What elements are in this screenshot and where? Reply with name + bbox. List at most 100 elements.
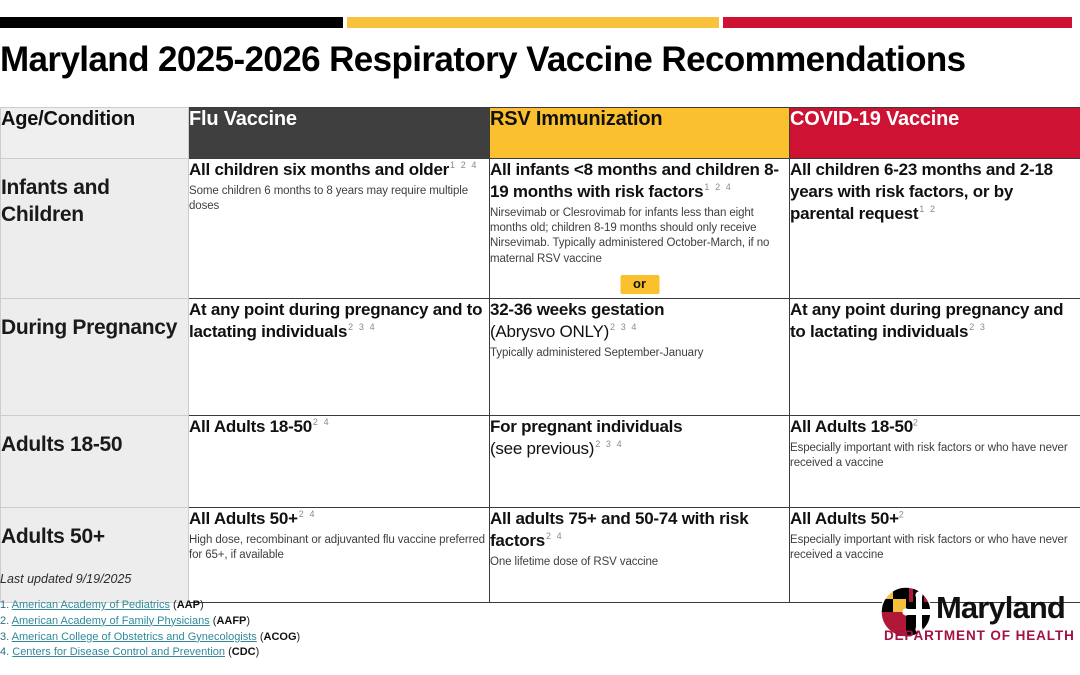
- cell-headline: All adults 75+ and 50-74 with risk facto…: [490, 508, 789, 552]
- table-head: Age/Condition Flu Vaccine RSV Immunizati…: [0, 107, 1080, 159]
- cell-headline: All Adults 50+2 4: [189, 508, 489, 530]
- logo-wordmark: Maryland: [936, 590, 1066, 625]
- cell-headline: All children 6-23 months and 2-18 years …: [790, 159, 1080, 224]
- last-updated-text: Last updated 9/19/2025: [0, 572, 132, 586]
- column-header-age-condition: Age/Condition: [0, 107, 189, 159]
- cell-headline-text: At any point during pregnancy and to lac…: [790, 300, 1064, 341]
- row-label-during-pregnancy: During Pregnancy: [0, 298, 189, 416]
- cell-headline-text: (Abrysvo ONLY): [490, 321, 609, 341]
- footnote-refs: 1 2 4: [704, 182, 733, 193]
- citation-number: 1.: [0, 599, 10, 611]
- column-header-covid-19-vaccine: COVID-19 Vaccine: [789, 107, 1080, 159]
- citation-item: 2. American Academy of Family Physicians…: [0, 614, 251, 627]
- cell-flu-adults-18-50: All Adults 18-502 4: [188, 415, 490, 508]
- citation-item: 1. American Academy of Pediatrics (AAP): [0, 599, 204, 611]
- cell-covid-infants: All children 6-23 months and 2-18 years …: [789, 158, 1080, 299]
- footnote-refs: 2: [898, 509, 904, 520]
- rule-segment-gold: [347, 17, 719, 28]
- cell-flu-infants: All children six months and older1 2 4 S…: [188, 158, 490, 299]
- footnote-refs: 1 2 4: [450, 160, 479, 171]
- citation-link-acog[interactable]: American College of Obstetrics and Gynec…: [11, 630, 257, 643]
- rule-segment-red: [723, 17, 1072, 28]
- citation-link-aafp[interactable]: American Academy of Family Physicians: [11, 614, 210, 627]
- cell-covid-pregnancy: At any point during pregnancy and to lac…: [789, 298, 1080, 416]
- footnote-refs: 1 2: [919, 203, 937, 214]
- citation-abbr: ACOG: [263, 630, 297, 643]
- footnote-refs: 2 3 4: [348, 322, 377, 333]
- cell-headline-second-line: (Abrysvo ONLY)2 3 4: [490, 321, 789, 343]
- cell-headline-second-line: (see previous)2 3 4: [490, 438, 789, 460]
- cell-rsv-adults-18-50: For pregnant individuals (see previous)2…: [489, 415, 790, 508]
- footnote-refs: 2 3 4: [610, 322, 639, 333]
- cell-covid-adults-18-50: All Adults 18-502 Especially important w…: [789, 415, 1080, 508]
- cell-rsv-adults-50-plus: All adults 75+ and 50-74 with risk facto…: [489, 507, 790, 603]
- footnote-refs: 2 4: [298, 509, 317, 520]
- cell-headline: All Adults 50+2: [790, 508, 1080, 530]
- citation-abbr: AAP: [176, 599, 200, 611]
- cell-subtext: One lifetime dose of RSV vaccine: [490, 555, 659, 568]
- table-row: Adults 18-50 All Adults 18-502 4 For pre…: [0, 415, 1080, 508]
- logo-department-line: DEPARTMENT OF HEALTH: [884, 628, 1075, 643]
- cell-subtext: Nirsevimab or Clesrovimab for infants le…: [490, 206, 770, 265]
- cell-headline: All infants <8 months and children 8-19 …: [490, 159, 789, 203]
- vaccine-recommendations-table: Age/Condition Flu Vaccine RSV Immunizati…: [0, 107, 1080, 603]
- citation-number: 2.: [0, 614, 10, 627]
- footnote-refs: 2 4: [312, 417, 331, 428]
- citation-abbr: AAFP: [216, 614, 247, 627]
- rule-segment-black: [0, 17, 343, 28]
- tricolor-rule: [0, 17, 1072, 28]
- cell-headline-text: All Adults 50+: [790, 509, 899, 528]
- cell-headline-text: All Adults 18-50: [790, 417, 913, 436]
- page-title: Maryland 2025-2026 Respiratory Vaccine R…: [0, 40, 966, 79]
- column-header-rsv-immunization: RSV Immunization: [489, 107, 790, 159]
- cell-subtext: Some children 6 months to 8 years may re…: [189, 184, 469, 213]
- citation-link-aap[interactable]: American Academy of Pediatrics: [11, 599, 170, 611]
- citation-number: 3.: [0, 630, 10, 643]
- column-header-flu-vaccine: Flu Vaccine: [188, 107, 490, 159]
- citation-number: 4.: [0, 646, 10, 659]
- table-header-row: Age/Condition Flu Vaccine RSV Immunizati…: [0, 107, 1080, 159]
- citation-list: 1. American Academy of Pediatrics (AAP) …: [0, 598, 300, 661]
- cell-headline: For pregnant individuals: [490, 417, 683, 436]
- citation-abbr: CDC: [231, 646, 256, 659]
- footnote-refs: 2 4: [545, 531, 564, 542]
- citation-item: 3. American College of Obstetrics and Gy…: [0, 630, 301, 643]
- cell-headline: All Adults 18-502 4: [189, 416, 489, 438]
- cell-headline-text: All children 6-23 months and 2-18 years …: [790, 160, 1053, 223]
- cell-headline: At any point during pregnancy and to lac…: [790, 299, 1080, 343]
- cell-headline-text: (see previous): [490, 438, 595, 458]
- footnote-refs: 2 3 4: [595, 439, 624, 450]
- cell-rsv-pregnancy: or 32-36 weeks gestation (Abrysvo ONLY)2…: [489, 275, 790, 416]
- cell-headline-text: All children six months and older: [189, 160, 450, 179]
- table-row: Adults 50+ All Adults 50+2 4 High dose, …: [0, 507, 1080, 603]
- cell-subtext: Especially important with risk factors o…: [790, 533, 1068, 562]
- cell-headline: All Adults 18-502: [790, 416, 1080, 438]
- cell-flu-adults-50-plus: All Adults 50+2 4 High dose, recombinant…: [188, 507, 490, 603]
- cell-headline-text: All Adults 50+: [189, 509, 298, 528]
- table-row: Infants and Children All children six mo…: [0, 158, 1080, 299]
- citation-link-cdc[interactable]: Centers for Disease Control and Preventi…: [12, 646, 226, 659]
- cell-headline-text: All adults 75+ and 50-74 with risk facto…: [490, 509, 749, 550]
- footnote-refs: 2: [912, 417, 918, 428]
- cell-flu-pregnancy: At any point during pregnancy and to lac…: [188, 298, 490, 416]
- cell-headline-text: lactating individuals: [189, 321, 348, 341]
- row-label-adults-18-50: Adults 18-50: [0, 415, 189, 508]
- cell-subtext: High dose, recombinant or adjuvanted flu…: [189, 533, 485, 562]
- cell-headline: At any point during pregnancy and to: [189, 300, 483, 319]
- table-row: During Pregnancy At any point during pre…: [0, 275, 1080, 416]
- cell-headline-second-line: lactating individuals2 3 4: [189, 321, 489, 343]
- cell-headline-text: All infants <8 months and children 8-19 …: [490, 160, 779, 201]
- cell-headline: 32-36 weeks gestation: [490, 300, 665, 319]
- cell-subtext: Typically administered September-January: [490, 346, 704, 359]
- cell-headline-text: All Adults 18-50: [189, 417, 312, 436]
- row-label-infants-children: Infants and Children: [0, 158, 189, 299]
- cell-rsv-infants: All infants <8 months and children 8-19 …: [489, 158, 790, 299]
- cell-subtext: Especially important with risk factors o…: [790, 441, 1068, 470]
- row-label-adults-50-plus: Adults 50+: [0, 507, 189, 603]
- footnote-refs: 2 3: [969, 322, 987, 333]
- cell-covid-adults-50-plus: All Adults 50+2 Especially important wit…: [789, 507, 1080, 603]
- maryland-flag-circle-icon: [880, 586, 932, 638]
- or-badge: or: [620, 275, 659, 295]
- citation-item: 4. Centers for Disease Control and Preve…: [0, 646, 260, 659]
